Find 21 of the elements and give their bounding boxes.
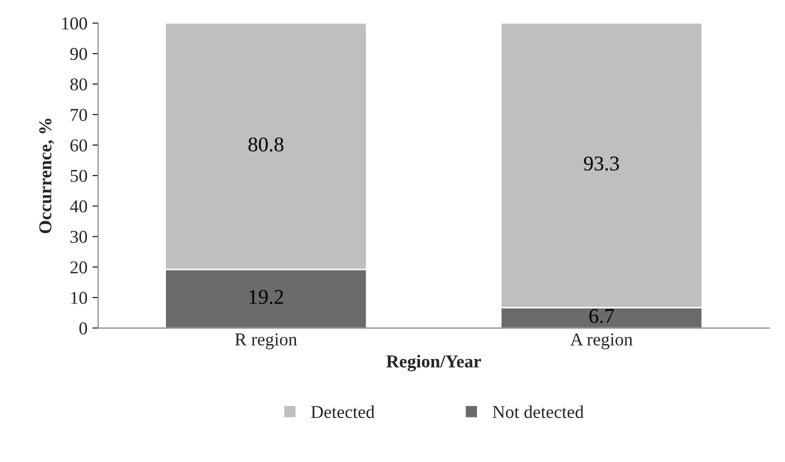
y-tick-label: 20 [70,261,88,274]
legend-label: Not detected [492,405,584,418]
y-tick-label: 30 [70,230,88,243]
y-tick-label: 60 [70,139,88,152]
y-tick-label: 80 [70,78,88,91]
y-tick-label: 0 [79,322,88,334]
y-tick-label: 40 [70,200,88,212]
data-label: 6.7 [589,309,614,324]
y-tick-label: 10 [71,292,88,304]
y-tick-label: 50 [70,170,88,182]
y-tick-label: 100 [62,17,88,30]
x-axis-title: Region/Year [386,354,481,372]
y-tick-label: 90 [70,48,88,60]
data-label: 19.2 [250,290,283,304]
data-label: 80.8 [248,137,284,152]
x-tick-label: A region [570,333,633,350]
x-tick-label: R region [235,333,297,350]
y-tick-label: 70 [70,108,88,122]
y-axis-title: Occurrence, % [39,118,54,234]
legend-label: Detected [311,405,375,418]
data-label: 93.3 [584,156,619,171]
